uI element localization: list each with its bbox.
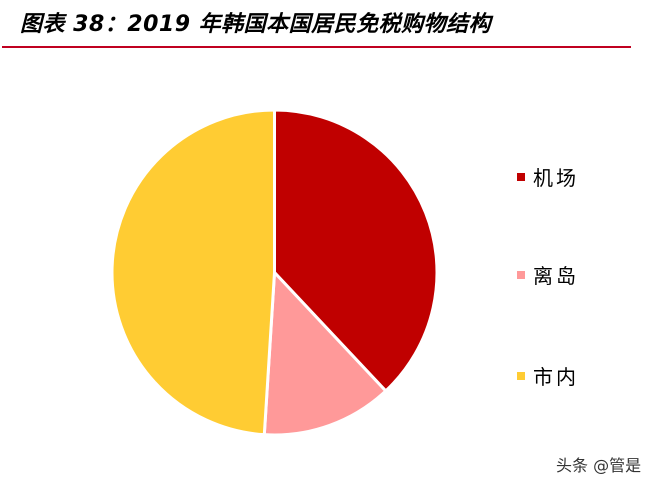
legend-swatch-downtown <box>517 371 525 380</box>
watermark: 头条 @管是 <box>556 456 642 475</box>
legend-swatch-airport <box>517 172 525 181</box>
legend-label-airport: 机场 <box>533 166 579 190</box>
legend-item-downtown: 市内 <box>517 361 579 390</box>
legend-label-island: 离岛 <box>533 264 579 288</box>
title-divider <box>2 46 631 48</box>
legend-swatch-island <box>517 270 525 279</box>
pie-slices <box>110 108 439 437</box>
legend-item-airport: 机场 <box>517 162 579 191</box>
chart-title: 图表 38：2019 年韩国本国居民免税购物结构 <box>20 12 492 37</box>
legend-label-downtown: 市内 <box>533 365 579 389</box>
legend-item-island: 离岛 <box>517 260 579 289</box>
pie-slice-island <box>262 271 388 437</box>
pie-slice-downtown <box>110 108 276 437</box>
pie-slice-airport <box>273 108 439 393</box>
